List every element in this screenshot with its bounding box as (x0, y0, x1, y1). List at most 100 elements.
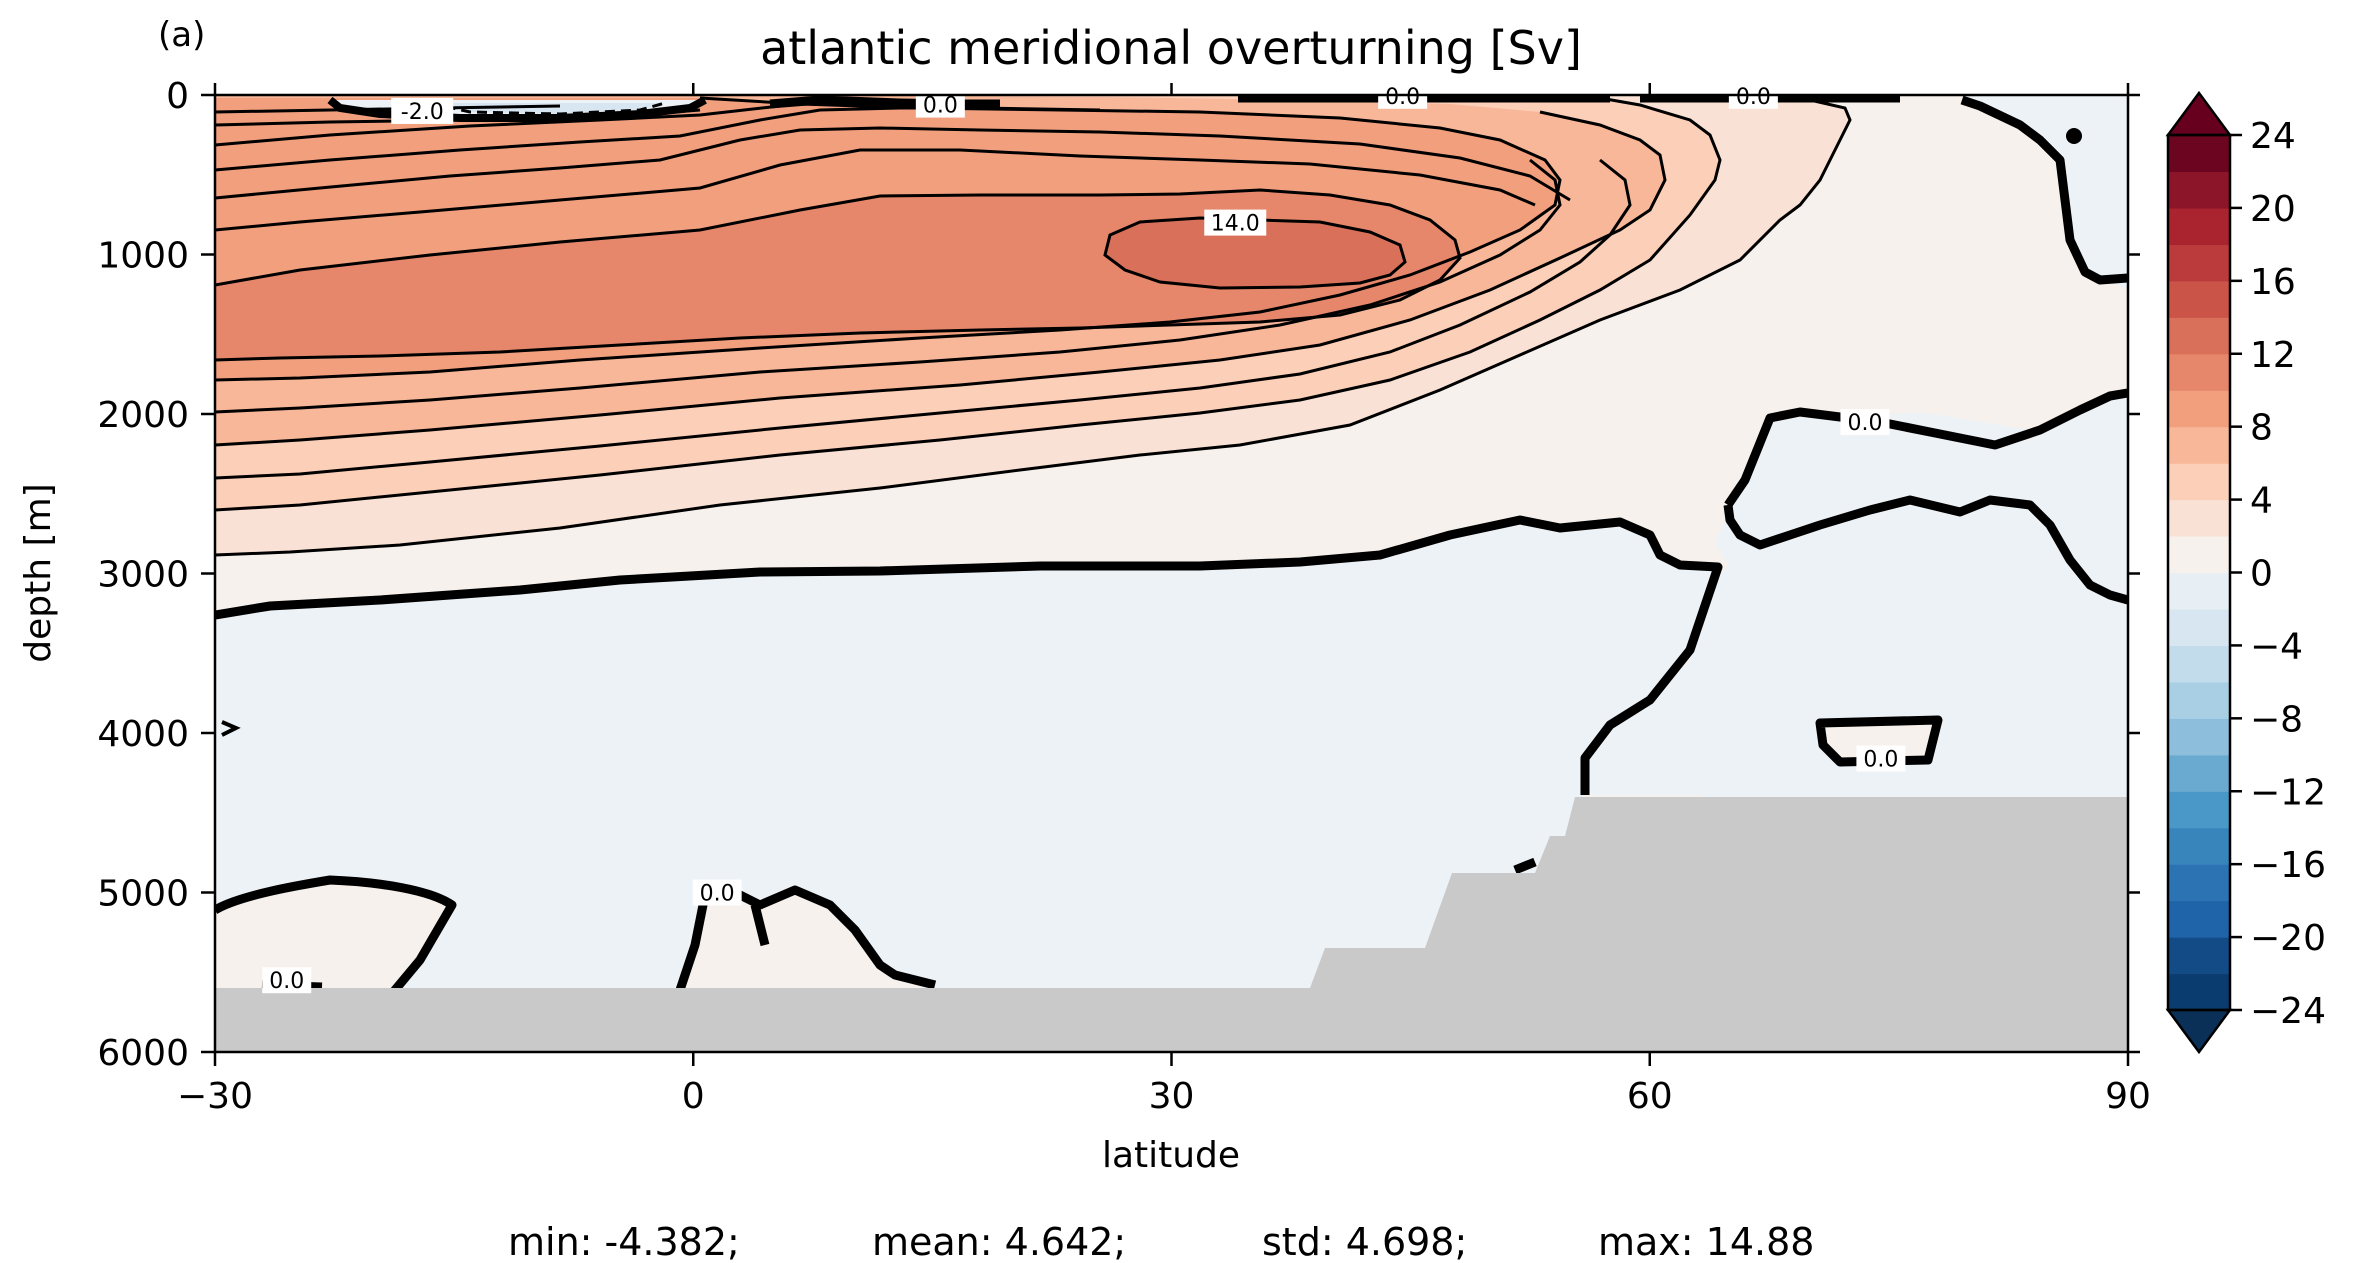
x-tick-label: 60 (1627, 1076, 1673, 1117)
stat-std: std: 4.698; (1262, 1220, 1467, 1263)
stats-line: min: -4.382; mean: 4.642; std: 4.698; ma… (508, 1220, 1814, 1263)
positive-contour-lines (215, 96, 1852, 557)
contour-label: 0.0 (1736, 85, 1771, 110)
contour-label: 0.0 (700, 882, 735, 907)
surface-minus2-contour (429, 101, 666, 116)
chart-title: atlantic meridional overturning [Sv] (760, 21, 1582, 75)
contour-label-bg (692, 879, 742, 906)
colorbar-tick-label: 4 (2250, 481, 2273, 522)
bathymetry-mask (215, 797, 2128, 1052)
colorbar-tick-label: −20 (2250, 918, 2326, 959)
colorbar-segment (2168, 390, 2230, 428)
colorbar-segment (2168, 900, 2230, 938)
contour-line-12a (215, 148, 1536, 232)
contour-line-surface-b (215, 104, 561, 114)
contour-label: -2.0 (401, 100, 444, 125)
zero-contour-main (215, 515, 1723, 795)
northern-negative-lobe (1728, 393, 2128, 600)
y-tick-label: 0 (166, 76, 189, 117)
colorbar-tick-label: −24 (2250, 991, 2326, 1032)
colorbar-segment (2168, 207, 2230, 245)
colorbar-segment (2168, 536, 2230, 574)
x-axis: −30 0 30 60 90 (177, 83, 2151, 1117)
y-tick-label: 4000 (97, 714, 189, 755)
y-tick-label: 2000 (97, 395, 189, 436)
contour-line-7 (215, 158, 1562, 414)
y-axis: 0 1000 2000 3000 4000 5000 6000 (97, 76, 2140, 1074)
contour-label: 0.0 (269, 969, 304, 994)
zero-contour-small-fragment (1513, 857, 1537, 875)
contour-label-bg (1840, 408, 1890, 435)
colorbar-segment (2168, 754, 2230, 792)
colorbar-segment (2168, 608, 2230, 647)
zero-contour-equatorial-bottom (675, 885, 937, 992)
deep-negative-region (215, 520, 1718, 1052)
y-tick-label: 6000 (97, 1033, 189, 1074)
colorbar-extend-under (2165, 1008, 2233, 1055)
zero-contour-southern-bottom (215, 875, 457, 1003)
colorbar-tick-label: −4 (2250, 626, 2303, 667)
colorbar-segment (2168, 572, 2230, 610)
colorbar-segment (2168, 499, 2230, 537)
contour-label-bg (1204, 209, 1267, 236)
contour-label: 0.0 (1385, 85, 1420, 110)
colorbar-tick-label: 20 (2250, 189, 2296, 230)
x-tick-label: 30 (1149, 1076, 1195, 1117)
colorbar-tick-label: 0 (2250, 554, 2273, 595)
colorbar-segment (2168, 827, 2230, 865)
x-tick-label: 90 (2105, 1076, 2151, 1117)
colorbar-segment (2168, 864, 2230, 902)
colorbar-tick-label: −8 (2250, 699, 2303, 740)
colorbar-segment (2168, 244, 2230, 282)
colorbar-segment (2168, 353, 2230, 391)
contour-line-8 (215, 96, 1562, 382)
colorbar-segment (2168, 718, 2230, 756)
zero-contour-equatorial-spur (750, 903, 770, 947)
zero-contour-northern-loop (1724, 388, 2128, 508)
contour-label: 0.0 (1847, 411, 1882, 436)
zero-contour-west-nub (221, 720, 241, 737)
contour-label-bg (262, 967, 312, 994)
colorbar: 24 20 16 12 8 4 0 −4 −8 −12 −16 −20 −24 (2165, 90, 2326, 1055)
colorbar-segment (2168, 645, 2230, 683)
colorbar-segment (2168, 426, 2230, 464)
contour-label-bg (1856, 745, 1906, 772)
zero-contour-northern-loop-lower (1723, 495, 2128, 605)
zero-contour-surface-mid (769, 95, 1000, 109)
x-tick-label: −30 (177, 1076, 253, 1117)
colorbar-tick-label: 24 (2250, 116, 2296, 157)
y-tick-label: 1000 (97, 236, 189, 277)
contour-label-bg (391, 97, 454, 124)
x-axis-label: latitude (1102, 1135, 1240, 1176)
colorbar-segment (2168, 791, 2230, 829)
colorbar-segment (2168, 171, 2230, 209)
y-tick-label: 5000 (97, 874, 189, 915)
panel-label: (a) (158, 15, 205, 55)
arctic-negative-region (1962, 95, 2128, 280)
zero-contour-dot (2066, 128, 2082, 144)
contour-line-12b (215, 126, 1571, 202)
colorbar-tick-label: −12 (2250, 772, 2326, 813)
contour-label: 14.0 (1211, 212, 1260, 237)
contour-line-4 (215, 96, 1722, 512)
y-axis-label: depth [m] (18, 483, 59, 662)
colorbar-segment (2168, 135, 2230, 173)
contour-label: 0.0 (1863, 748, 1898, 773)
stat-mean: mean: 4.642; (872, 1220, 1126, 1263)
x-tick-label: 0 (682, 1076, 705, 1117)
surface-negative-contours (327, 96, 707, 122)
colorbar-segment (2168, 463, 2230, 501)
northern-bottom-cell (1820, 720, 1938, 762)
plot-area (215, 95, 2128, 1052)
contour-label: 0.0 (923, 94, 958, 119)
colorbar-tick-label: −16 (2250, 845, 2326, 886)
zero-contour-arctic (1960, 95, 2128, 285)
stat-max: max: 14.88 (1598, 1220, 1814, 1263)
colorbar-segment (2168, 937, 2230, 975)
colorbar-tick-label: 16 (2250, 262, 2296, 303)
colorbar-segment (2168, 317, 2230, 355)
colorbar-tick-label: 8 (2250, 408, 2273, 449)
contour-line-5 (215, 158, 1632, 480)
stat-min: min: -4.382; (508, 1220, 740, 1263)
